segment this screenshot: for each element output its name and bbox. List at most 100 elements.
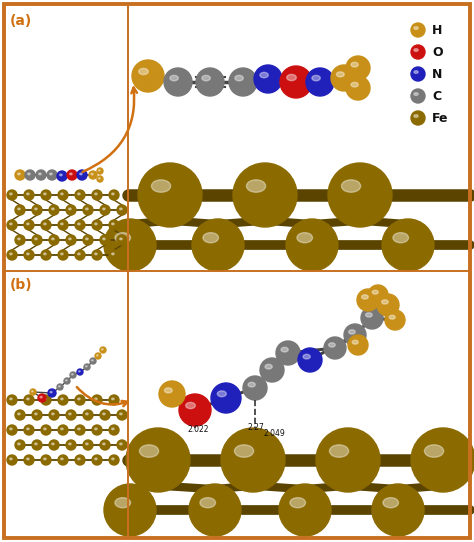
Ellipse shape: [119, 443, 122, 445]
Ellipse shape: [9, 428, 12, 430]
Ellipse shape: [52, 208, 54, 210]
Text: (a): (a): [10, 14, 32, 28]
Circle shape: [83, 235, 93, 245]
Ellipse shape: [52, 413, 54, 415]
Circle shape: [92, 455, 102, 465]
Circle shape: [32, 440, 42, 450]
Circle shape: [254, 65, 282, 93]
Circle shape: [377, 294, 399, 316]
Circle shape: [385, 310, 405, 330]
Circle shape: [100, 235, 110, 245]
Ellipse shape: [341, 180, 361, 192]
Circle shape: [7, 395, 17, 405]
Circle shape: [179, 394, 211, 426]
Ellipse shape: [112, 458, 114, 460]
Circle shape: [117, 235, 127, 245]
Ellipse shape: [246, 180, 265, 192]
Circle shape: [316, 428, 380, 492]
Circle shape: [279, 484, 331, 536]
Circle shape: [324, 337, 346, 359]
Ellipse shape: [50, 391, 52, 393]
Circle shape: [92, 250, 102, 260]
Ellipse shape: [329, 445, 349, 457]
Circle shape: [97, 176, 103, 182]
Ellipse shape: [27, 223, 29, 225]
Ellipse shape: [9, 253, 12, 255]
Circle shape: [49, 410, 59, 420]
Ellipse shape: [61, 253, 63, 255]
Text: O: O: [432, 46, 443, 59]
Text: 2.022: 2.022: [188, 425, 210, 434]
Text: H: H: [432, 23, 442, 36]
Circle shape: [109, 250, 119, 260]
Circle shape: [7, 250, 17, 260]
Ellipse shape: [362, 295, 368, 299]
Circle shape: [75, 395, 85, 405]
Ellipse shape: [119, 208, 122, 210]
Circle shape: [159, 381, 185, 407]
Ellipse shape: [186, 402, 195, 409]
Circle shape: [92, 425, 102, 435]
Ellipse shape: [119, 238, 122, 240]
Ellipse shape: [265, 364, 272, 369]
Circle shape: [348, 335, 368, 355]
Circle shape: [58, 190, 68, 200]
Ellipse shape: [86, 366, 87, 367]
Circle shape: [49, 205, 59, 215]
Circle shape: [109, 220, 119, 230]
Circle shape: [411, 45, 425, 59]
Ellipse shape: [95, 458, 97, 460]
Ellipse shape: [112, 253, 114, 255]
Ellipse shape: [44, 458, 46, 460]
Ellipse shape: [44, 253, 46, 255]
Circle shape: [84, 364, 90, 370]
Ellipse shape: [97, 355, 98, 356]
Circle shape: [15, 205, 25, 215]
Ellipse shape: [44, 428, 46, 430]
Circle shape: [97, 168, 103, 174]
Circle shape: [89, 171, 97, 179]
Ellipse shape: [78, 398, 80, 400]
Ellipse shape: [103, 238, 105, 240]
Circle shape: [58, 425, 68, 435]
Ellipse shape: [202, 75, 210, 81]
Ellipse shape: [112, 223, 114, 225]
Ellipse shape: [69, 413, 71, 415]
Ellipse shape: [103, 443, 105, 445]
Circle shape: [15, 440, 25, 450]
Ellipse shape: [27, 428, 29, 430]
Ellipse shape: [86, 208, 88, 210]
Circle shape: [100, 205, 110, 215]
Ellipse shape: [35, 208, 37, 210]
Text: 2.049: 2.049: [264, 429, 286, 438]
Ellipse shape: [27, 173, 30, 175]
Ellipse shape: [61, 458, 63, 460]
Circle shape: [75, 250, 85, 260]
Circle shape: [57, 384, 63, 390]
Circle shape: [372, 484, 424, 536]
Circle shape: [38, 394, 46, 402]
Ellipse shape: [95, 223, 97, 225]
Circle shape: [41, 455, 51, 465]
Ellipse shape: [18, 443, 20, 445]
Circle shape: [196, 68, 224, 96]
Ellipse shape: [86, 238, 88, 240]
Ellipse shape: [139, 68, 148, 75]
Ellipse shape: [27, 193, 29, 195]
Circle shape: [7, 190, 17, 200]
Circle shape: [328, 163, 392, 227]
Circle shape: [109, 395, 119, 405]
Circle shape: [41, 425, 51, 435]
Circle shape: [126, 428, 190, 492]
Ellipse shape: [61, 223, 63, 225]
Circle shape: [92, 395, 102, 405]
Circle shape: [260, 358, 284, 382]
Circle shape: [346, 56, 370, 80]
Circle shape: [67, 170, 77, 180]
Ellipse shape: [65, 380, 67, 381]
Ellipse shape: [44, 398, 46, 400]
Ellipse shape: [72, 374, 73, 375]
Ellipse shape: [44, 223, 46, 225]
Ellipse shape: [303, 354, 310, 359]
Ellipse shape: [27, 253, 29, 255]
